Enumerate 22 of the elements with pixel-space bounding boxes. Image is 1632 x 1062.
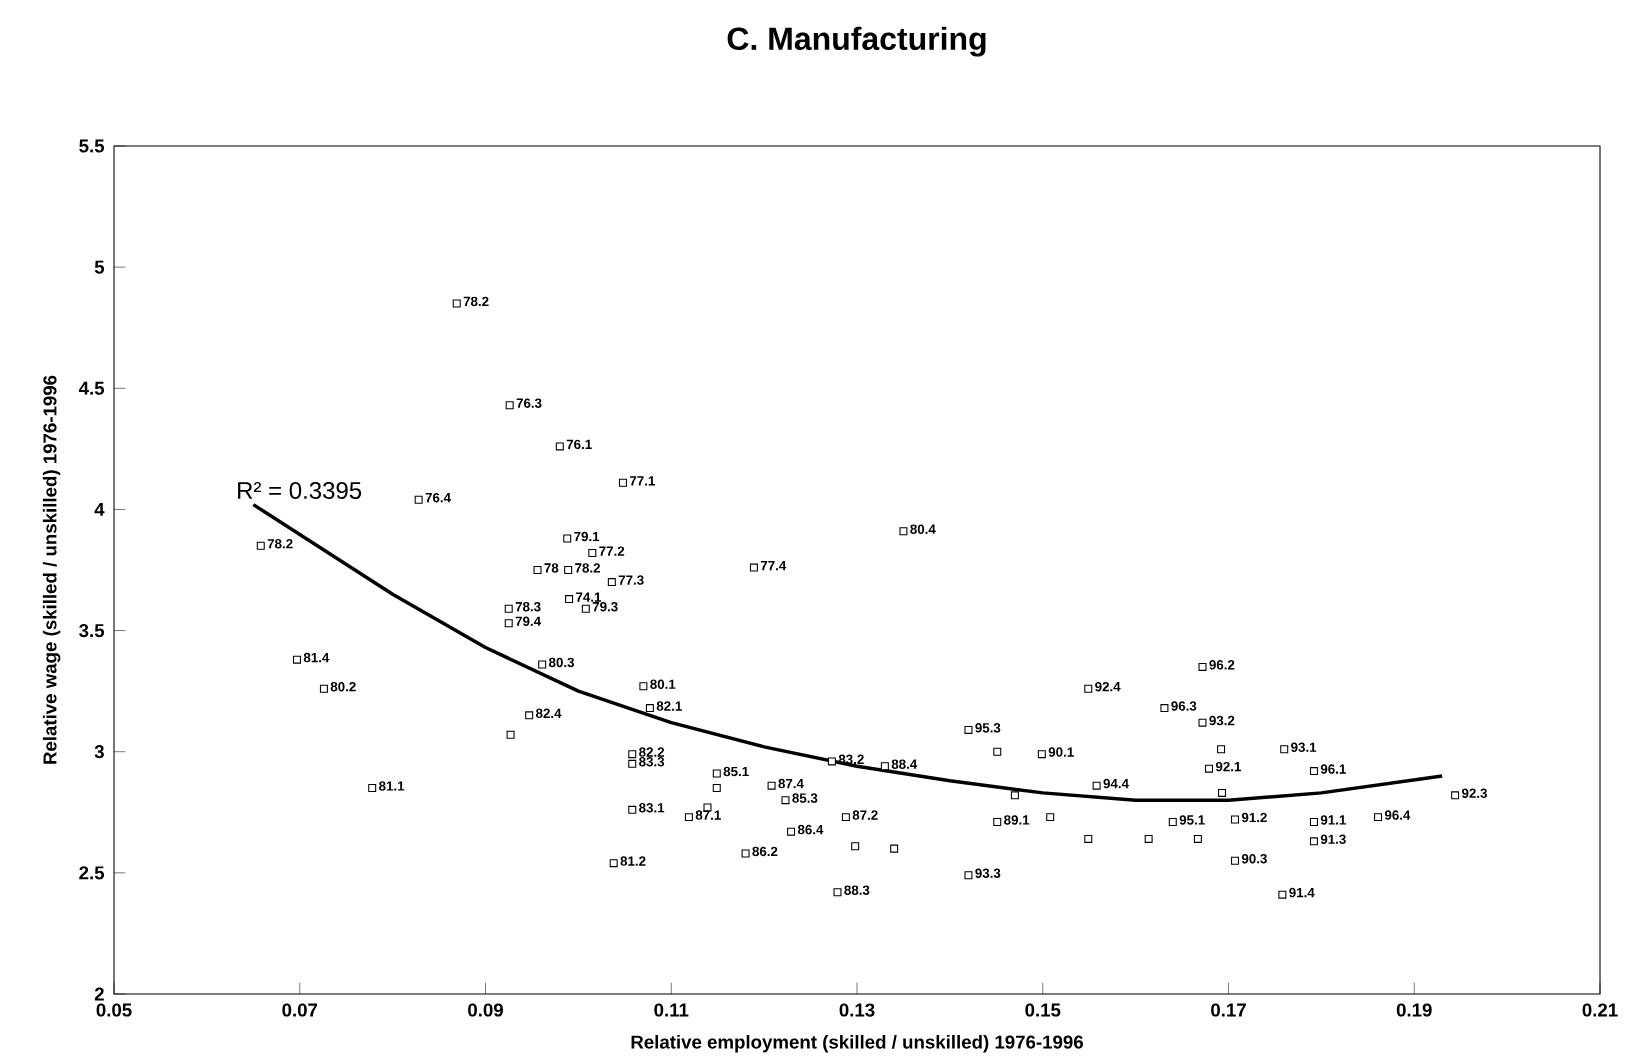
x-tick-label: 0.13: [839, 1003, 875, 1018]
x-tick-label: 0.09: [468, 1003, 503, 1017]
x-tick-label: 0.05: [96, 1003, 132, 1017]
annotation: R² = 0.3395: [238, 482, 362, 500]
x-tick-label: 0.21: [1582, 1003, 1618, 1017]
x-tick-label: 0.07: [282, 1003, 318, 1017]
y-tick-label: 4: [94, 503, 105, 517]
chart-title: C. Manufacturing: [727, 27, 986, 57]
line-series: [251, 503, 1444, 803]
y-axis-title: Relative wage (skilled / unskilled) 1976-1996: [42, 376, 61, 765]
y-tick-label: 3: [94, 745, 104, 759]
x-axis-title: Relative employment (skilled / unskilled) 1976-1996: [631, 1035, 1083, 1053]
x-tick-label: 0.11: [654, 1003, 689, 1017]
x-tick-label: 0.19: [1396, 1003, 1432, 1017]
y-tick-label: 2: [94, 987, 104, 1001]
x-tick-label: 0.17: [1211, 1003, 1246, 1017]
y-tick-label: 2.5: [79, 866, 105, 880]
y-tick-label: 4.5: [78, 382, 105, 396]
x-tick-label: 0.15: [1025, 1003, 1061, 1017]
y-tick-label: 3.5: [79, 624, 105, 638]
y-tick-label: 5: [94, 261, 105, 275]
y-tick-label: 5.5: [79, 139, 105, 153]
